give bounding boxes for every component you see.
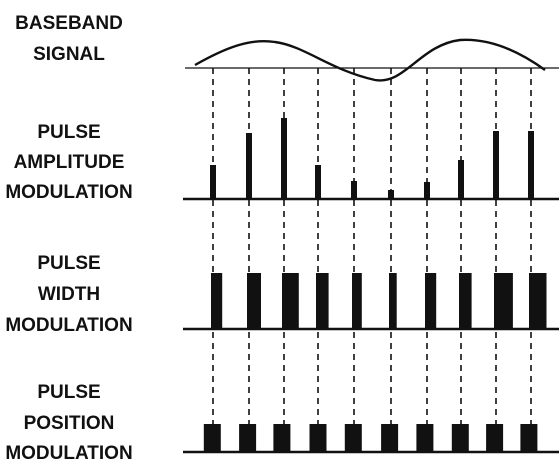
pwm-label-line-3: MODULATION (5, 315, 132, 336)
pam-pulse (458, 160, 464, 199)
pam-label-line-1: PULSE (37, 122, 100, 143)
pam-pulse (528, 131, 534, 199)
ppm-pulse (381, 424, 399, 452)
pwm-pulses (211, 273, 547, 329)
pwm-pulse (425, 273, 437, 329)
ppm-pulse (309, 424, 327, 452)
pam-label: PULSE AMPLITUDE MODULATION (5, 122, 132, 203)
pam-pulse (424, 182, 430, 199)
pam-pulse (315, 165, 321, 199)
pam-pulse (210, 165, 216, 199)
ppm-label-line-3: MODULATION (5, 443, 132, 464)
ppm-label: PULSE POSITION MODULATION (5, 382, 132, 464)
ppm-pulse (203, 424, 221, 452)
pam-label-line-3: MODULATION (5, 182, 132, 203)
pwm-pulse (389, 273, 397, 329)
pam-pulse (351, 181, 357, 199)
pam-pulse (493, 131, 499, 199)
ppm-pulse (273, 424, 291, 452)
pwm-pulse (459, 273, 472, 329)
pwm-label-line-1: PULSE (37, 253, 100, 274)
pam-label-line-2: AMPLITUDE (14, 152, 125, 173)
baseband-signal-label: BASEBAND SIGNAL (15, 13, 123, 65)
pwm-pulse (352, 273, 362, 329)
pwm-pulse (247, 273, 261, 329)
ppm-pulse (416, 424, 434, 452)
pwm-pulse (494, 273, 513, 329)
pam-pulse (246, 133, 252, 199)
sampling-grid (212, 68, 532, 452)
pwm-pulse (316, 273, 329, 329)
ppm-pulse (239, 424, 257, 452)
baseband-label-line-1: BASEBAND (15, 13, 123, 34)
baseband-label-line-2: SIGNAL (33, 44, 105, 65)
pam-pulse (388, 190, 394, 199)
pwm-pulse (529, 273, 547, 329)
pwm-label-line-2: WIDTH (38, 284, 100, 305)
ppm-pulse (451, 424, 469, 452)
ppm-pulse (486, 424, 504, 452)
pwm-pulse (282, 273, 299, 329)
pwm-label: PULSE WIDTH MODULATION (5, 253, 132, 336)
pwm-pulse (211, 273, 223, 329)
ppm-pulse (520, 424, 538, 452)
ppm-pulses (203, 424, 538, 452)
baseband-waveform (194, 38, 546, 82)
ppm-pulse (344, 424, 362, 452)
ppm-label-line-1: PULSE (37, 382, 100, 403)
ppm-label-line-2: POSITION (24, 413, 115, 434)
pam-pulses (210, 118, 534, 199)
pam-pulse (281, 118, 287, 199)
